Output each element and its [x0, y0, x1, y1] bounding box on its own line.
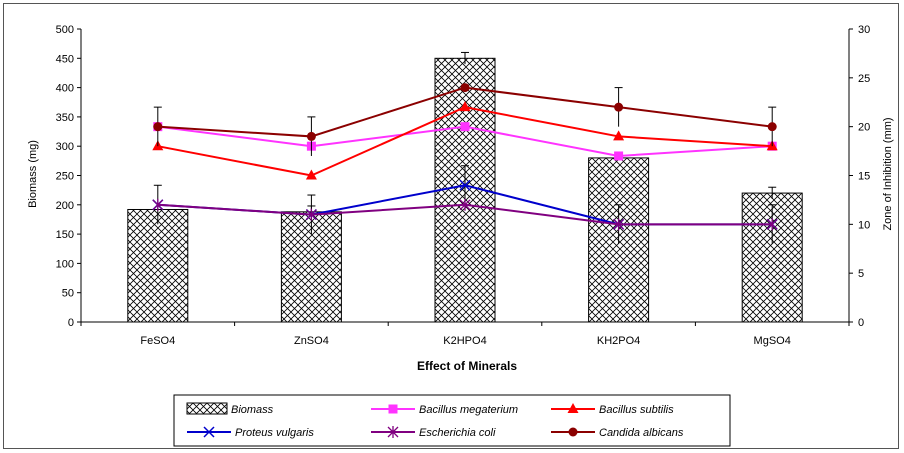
y-tick-label: 350: [56, 112, 74, 124]
legend-marker-bacillus-megaterium: [388, 404, 398, 414]
x-tick-label: KH2PO4: [597, 335, 640, 347]
y2-axis-title: Zone of Inhibition (mm): [882, 117, 894, 230]
bacillus-subtilis-point: [613, 130, 625, 141]
y-tick-label: 0: [68, 317, 74, 329]
y2-tick-label: 5: [858, 268, 864, 280]
y2-tick-label: 20: [858, 122, 870, 134]
escherichia-coli-point: [152, 198, 164, 211]
candida-albicans-point: [614, 102, 624, 112]
bacillus-megaterium-point: [614, 151, 624, 161]
x-tick-label: K2HPO4: [443, 335, 486, 347]
y-axis-title: Biomass (mg): [27, 140, 39, 208]
y2-tick-label: 10: [858, 219, 870, 231]
escherichia-coli-series: [152, 198, 778, 231]
x-tick-label: MgSO4: [754, 335, 791, 347]
escherichia-coli-point: [305, 208, 317, 221]
bacillus-megaterium-point: [460, 122, 470, 132]
legend-marker-candida-albicans: [568, 427, 578, 437]
y2-tick-label: 25: [858, 73, 870, 85]
legend-label: Proteus vulgaris: [235, 427, 314, 439]
legend-box: [173, 394, 731, 447]
legend-label: Bacillus subtilis: [599, 404, 674, 416]
escherichia-coli-point: [613, 218, 625, 231]
y-tick-label: 250: [56, 171, 74, 183]
bacillus-subtilis-point: [459, 101, 471, 112]
y-tick-label: 100: [56, 258, 74, 270]
legend-label: Biomass: [231, 404, 274, 416]
candida-albicans-point: [767, 122, 777, 132]
y-tick-label: 50: [62, 288, 74, 300]
chart-svg: 0 50 100 150 200 250 300 350 400 450 500 0 5 10 15 20 25…: [27, 24, 894, 447]
y-tick-label: 150: [56, 229, 74, 241]
candida-albicans-series: [153, 83, 777, 156]
y-tick-label: 200: [56, 200, 74, 212]
biomass-bar: [127, 208, 189, 323]
y-tick-label: 500: [56, 24, 74, 36]
y-tick-label: 300: [56, 141, 74, 153]
y-tick-label: 450: [56, 53, 74, 65]
bacillus-subtilis-point: [305, 169, 317, 180]
x-tick-label: ZnSO4: [294, 335, 329, 347]
proteus-vulgaris-point: [459, 179, 471, 191]
legend-marker-escherichia-coli: [387, 426, 399, 438]
legend-swatch-biomass: [186, 402, 228, 415]
candida-albicans-point: [460, 83, 470, 93]
candida-albicans-point: [306, 131, 316, 141]
legend-label: Escherichia coli: [419, 427, 496, 439]
x-tick-label: FeSO4: [140, 335, 175, 347]
x-axis-title: Effect of Minerals: [417, 359, 517, 373]
y-tick-label: 400: [56, 83, 74, 95]
escherichia-coli-point: [766, 218, 778, 231]
axes-layer: 0 50 100 150 200 250 300 350 400 450 500 0 5 10 15 20 25…: [56, 24, 871, 347]
escherichia-coli-point: [459, 198, 471, 211]
legend-marker-proteus-vulgaris: [203, 426, 215, 438]
legend-label: Candida albicans: [599, 427, 684, 439]
y2-tick-label: 15: [858, 171, 870, 183]
lines-layer: [152, 83, 778, 244]
y2-tick-label: 30: [858, 24, 870, 36]
chart-frame: 0 50 100 150 200 250 300 350 400 450 500 0 5 10 15 20 25…: [3, 3, 899, 449]
legend-marker-bacillus-subtilis: [567, 403, 579, 413]
y2-tick-label: 0: [858, 317, 864, 329]
legend-label: Bacillus megaterium: [419, 404, 518, 416]
candida-albicans-point: [153, 122, 163, 132]
legend: Biomass Bacillus megaterium Bacillus subti…: [173, 394, 731, 447]
